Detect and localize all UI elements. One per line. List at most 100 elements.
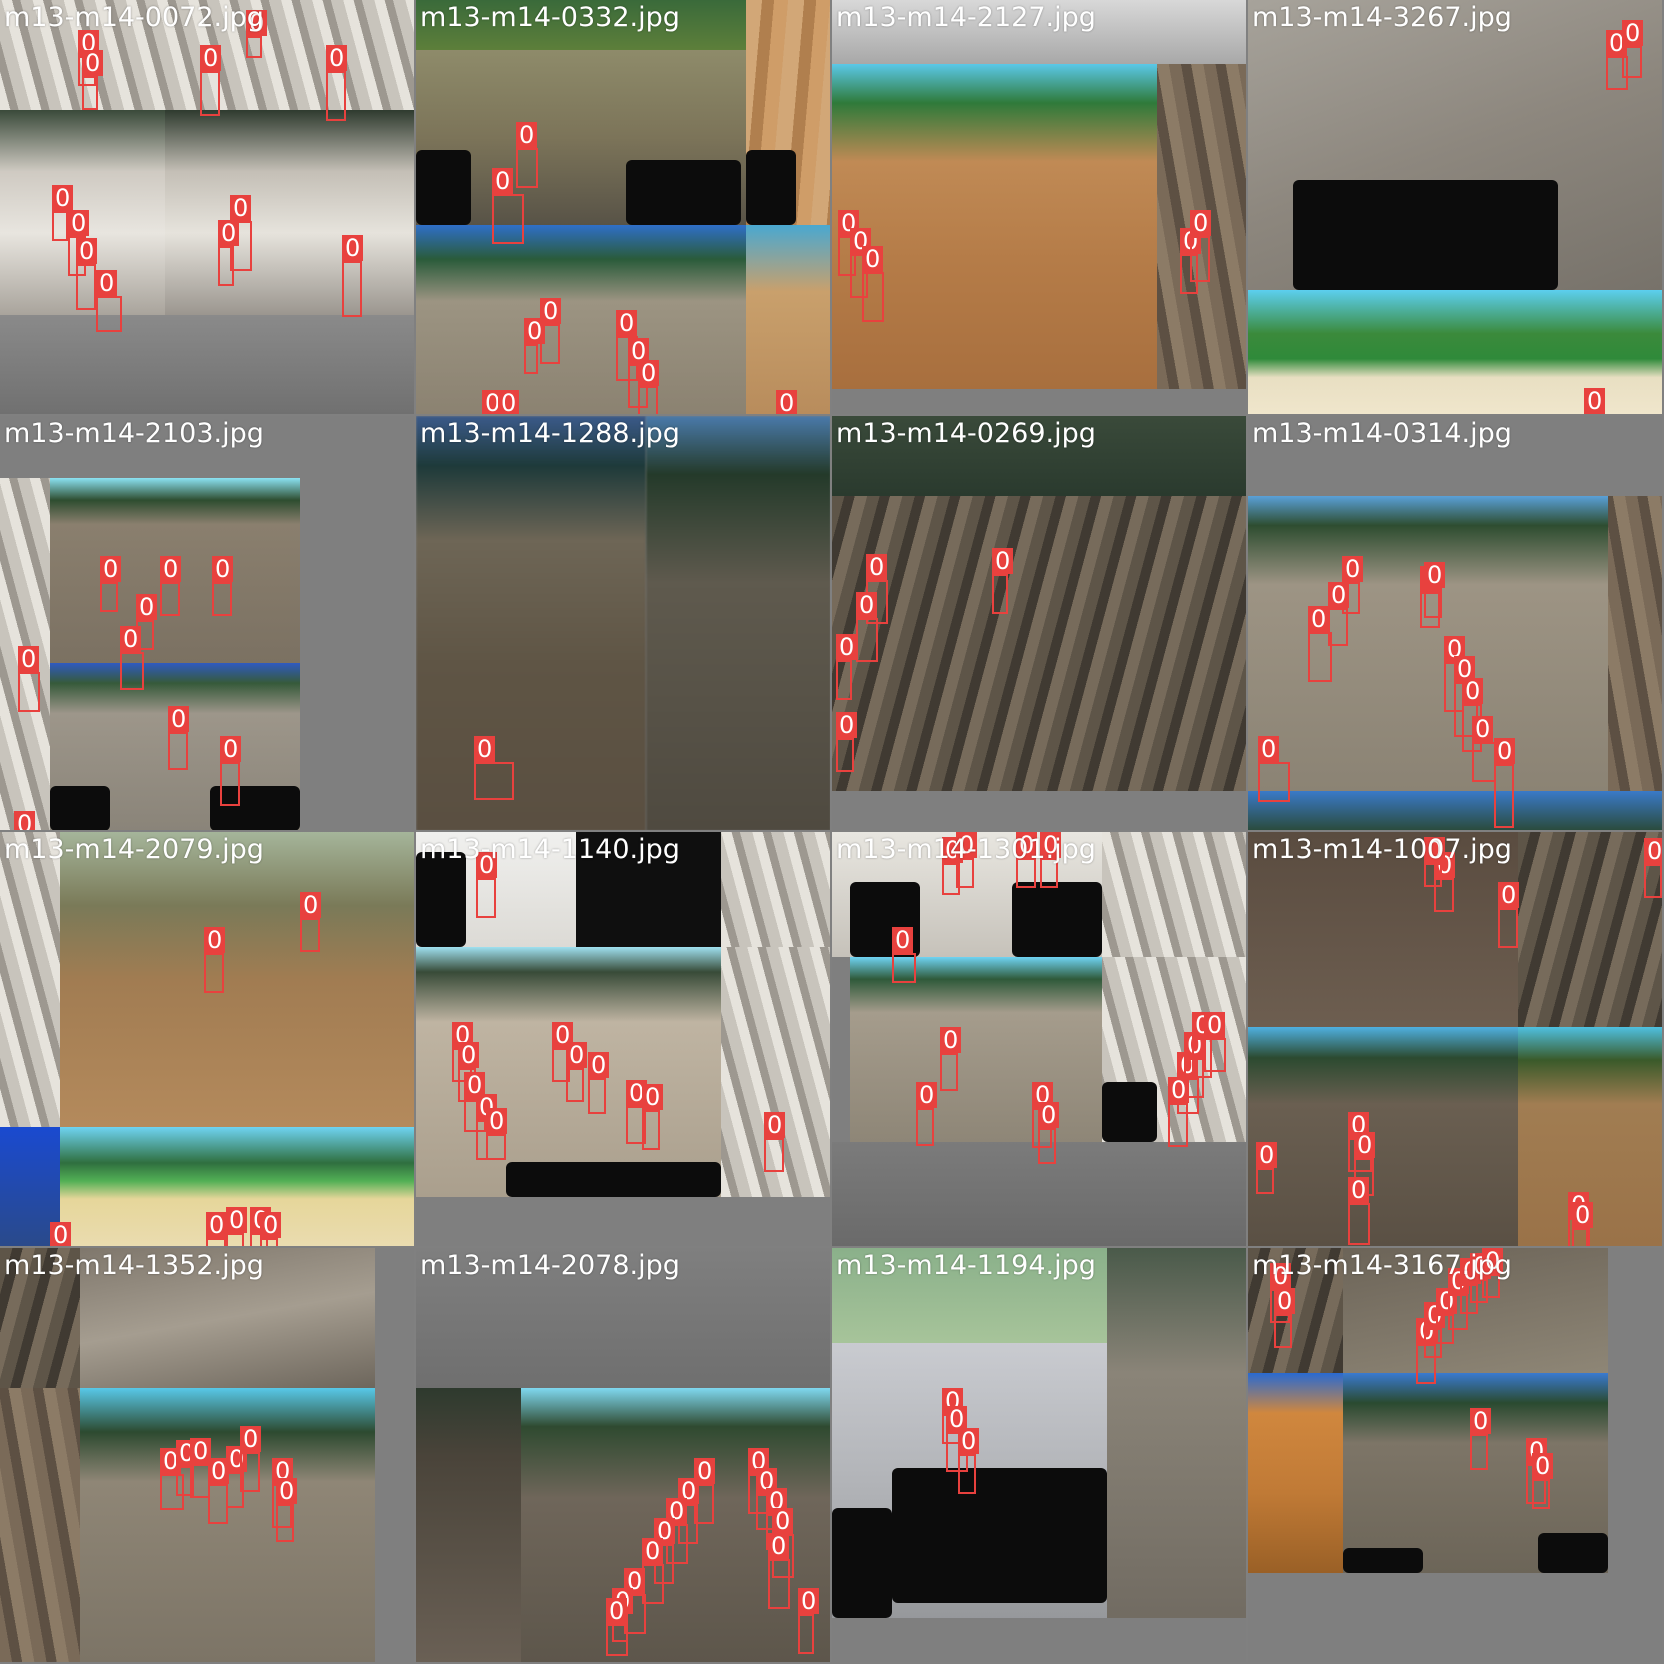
bounding-box: 0 xyxy=(1258,736,1290,802)
class-label-tag: 0 xyxy=(204,927,226,953)
bounding-box: 0 xyxy=(1454,656,1478,737)
class-label-tag: 0 xyxy=(540,298,562,324)
image-patch xyxy=(416,1388,521,1662)
bounding-box: 0 xyxy=(160,556,182,616)
bounding-box: 0 xyxy=(958,1428,980,1494)
class-label-tag: 0 xyxy=(956,832,978,858)
class-label-tag: 0 xyxy=(654,1518,676,1544)
class-label-tag: 0 xyxy=(300,892,322,918)
class-label-tag: 0 xyxy=(218,220,240,246)
bounding-box: 0 xyxy=(862,246,884,322)
tile-filename: m13-m14-0332.jpg xyxy=(420,2,680,33)
bounding-box: 0 xyxy=(1308,606,1332,682)
class-label-tag: 0 xyxy=(1470,1408,1492,1434)
vehicle-shadow xyxy=(1012,882,1102,957)
class-label-tag: 0 xyxy=(866,554,888,580)
class-label-tag: 0 xyxy=(628,338,650,364)
bounding-box: 0 xyxy=(516,122,538,188)
image-patch xyxy=(1248,791,1662,830)
vehicle-shadow xyxy=(50,786,110,830)
class-label-tag: 0 xyxy=(200,45,222,71)
bounding-box: 0 xyxy=(606,1598,628,1656)
image-patch xyxy=(80,1388,375,1662)
image-patch xyxy=(832,791,1246,830)
vehicle-shadow xyxy=(1102,1082,1157,1142)
image-patch xyxy=(416,416,646,830)
tile-filename: m13-m14-1301.jpg xyxy=(836,834,1096,865)
image-patch xyxy=(1248,1573,1608,1662)
vehicle-shadow xyxy=(746,150,796,225)
class-label-tag: 0 xyxy=(588,1052,610,1078)
class-label-tag: 0 xyxy=(1308,606,1330,632)
class-label-tag: 0 xyxy=(1204,1012,1226,1038)
image-patch xyxy=(1107,1248,1246,1662)
class-label-tag: 0 xyxy=(642,1084,664,1110)
image-patch xyxy=(165,110,414,315)
class-label-tag: 0 xyxy=(1454,656,1476,682)
class-label-tag: 0 xyxy=(940,1027,962,1053)
image-patch xyxy=(832,64,1157,389)
bounding-box: 0 xyxy=(768,1533,790,1609)
class-label-tag: 0 xyxy=(1348,1177,1370,1203)
class-label-tag: 0 xyxy=(14,811,36,830)
class-label-tag: 0 xyxy=(756,1468,778,1494)
bounding-box: 0 xyxy=(892,927,916,983)
class-label-tag: 0 xyxy=(482,390,504,414)
class-label-tag: 0 xyxy=(566,1042,588,1068)
class-label-tag: 0 xyxy=(160,556,182,582)
bounding-box: 0 xyxy=(626,1080,648,1144)
vehicle-shadow xyxy=(1538,1533,1608,1573)
class-label-tag: 0 xyxy=(1258,736,1280,762)
class-label-tag: 0 xyxy=(208,1458,230,1484)
class-label-tag: 0 xyxy=(68,210,90,236)
class-label-tag: 0 xyxy=(678,1478,700,1504)
image-patch xyxy=(1608,1248,1662,1662)
class-label-tag: 0 xyxy=(1342,556,1364,582)
image-patch xyxy=(0,315,414,414)
class-label-tag: 0 xyxy=(1040,832,1062,858)
bounding-box: 0 xyxy=(1494,738,1516,828)
tile-filename: m13-m14-1194.jpg xyxy=(836,1250,1096,1281)
class-label-tag: 0 xyxy=(1038,1102,1060,1128)
bounding-box: 0 xyxy=(1572,1202,1594,1246)
bounding-box: 0 xyxy=(1472,716,1496,782)
vehicle-shadow xyxy=(1343,1548,1423,1573)
class-label-tag: 0 xyxy=(160,1448,182,1474)
class-label-tag: 0 xyxy=(666,1498,688,1524)
class-label-tag: 0 xyxy=(1584,388,1606,414)
bounding-box: 0 xyxy=(836,634,858,700)
bounding-box: 0 xyxy=(552,1022,574,1082)
image-patch xyxy=(832,0,1246,64)
bounding-box: 0 xyxy=(208,1458,230,1524)
bounding-box: 0 xyxy=(212,556,234,616)
image-patch xyxy=(721,947,830,1197)
class-label-tag: 0 xyxy=(18,646,40,672)
image-patch xyxy=(0,1388,80,1662)
bounding-box: 0 xyxy=(1348,1112,1372,1172)
tile-filename: m13-m14-1007.jpg xyxy=(1252,834,1512,865)
mosaic-tile: 0 0 0 0 0 0 0 0 0 0 0 0 m13-m14-1140.jpg xyxy=(416,832,830,1246)
class-label-tag: 0 xyxy=(272,1458,294,1484)
class-label-tag: 0 xyxy=(476,852,498,878)
bounding-box: 0 xyxy=(82,50,104,110)
class-label-tag: 0 xyxy=(1462,678,1484,704)
class-label-tag: 0 xyxy=(1606,30,1628,56)
class-label-tag: 0 xyxy=(768,1533,790,1559)
bounding-box: 0 xyxy=(18,646,40,712)
bounding-box: 0 xyxy=(1622,20,1644,78)
class-label-tag: 0 xyxy=(1498,882,1520,908)
bounding-box: 0 xyxy=(100,556,122,612)
bounding-box: 0 xyxy=(1606,30,1628,90)
class-label-tag: 0 xyxy=(464,1072,486,1098)
class-label-tag: 0 xyxy=(1274,1288,1296,1314)
class-label-tag: 0 xyxy=(892,927,914,953)
bounding-box: 0 xyxy=(76,238,98,310)
bounding-box: 0 xyxy=(1328,582,1350,646)
class-label-tag: 0 xyxy=(638,360,660,386)
class-label-tag: 0 xyxy=(836,634,858,660)
bounding-box: 0 xyxy=(1498,882,1520,948)
bounding-box: 0 xyxy=(160,1448,184,1510)
class-label-tag: 0 xyxy=(764,1112,786,1138)
bounding-box: 0 xyxy=(486,1108,508,1160)
